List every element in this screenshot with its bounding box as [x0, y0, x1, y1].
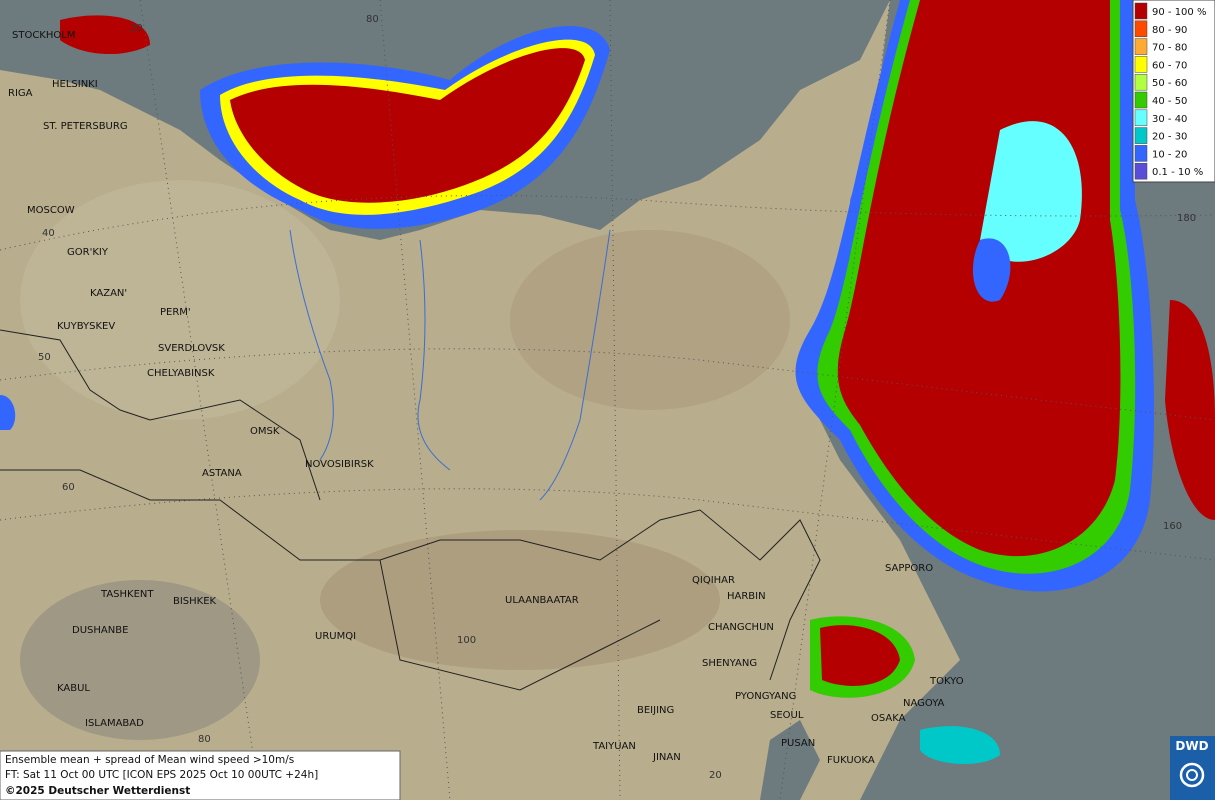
- probability-field: [0, 0, 1215, 765]
- legend-label: 40 - 50: [1152, 96, 1187, 107]
- legend-label: 20 - 30: [1152, 132, 1187, 143]
- legend-swatch: [1134, 20, 1148, 38]
- legend-label: 70 - 80: [1152, 43, 1187, 54]
- city-label: OMSK: [250, 426, 280, 437]
- city-label: DUSHANBE: [72, 625, 128, 636]
- legend-label: 30 - 40: [1152, 114, 1187, 125]
- logo: DWD: [1175, 739, 1208, 753]
- city-label: SHENYANG: [702, 658, 757, 669]
- legend-label: 60 - 70: [1152, 60, 1187, 71]
- city-label: ISLAMABAD: [85, 718, 144, 729]
- city-label: URUMQI: [315, 631, 356, 642]
- city-label: OSAKA: [871, 713, 906, 724]
- legend-swatch: [1134, 73, 1148, 91]
- info-line: FT: Sat 11 Oct 00 UTC [ICON EPS 2025 Oct…: [5, 769, 318, 781]
- terrain: [20, 180, 340, 420]
- graticule-label: 60: [62, 482, 75, 493]
- graticule-label: 40: [42, 228, 55, 239]
- logo-box: [1170, 736, 1215, 800]
- copyright: ©2025 Deutscher Wetterdienst: [5, 785, 190, 797]
- city-label: STOCKHOLM: [12, 30, 75, 41]
- city-label: TOKYO: [929, 676, 964, 687]
- city-label: NAGOYA: [903, 698, 945, 709]
- city-label: HARBIN: [727, 591, 766, 602]
- graticule-label: 160: [1163, 521, 1182, 532]
- terrain: [20, 580, 260, 740]
- legend-swatch: [1134, 127, 1148, 144]
- logo-swirl: [1186, 769, 1198, 781]
- legend-swatch: [1134, 145, 1148, 162]
- city-label: JINAN: [652, 752, 681, 763]
- city-label: TASHKENT: [100, 589, 154, 600]
- city-label: HELSINKI: [52, 79, 98, 90]
- legend-swatch: [1134, 91, 1148, 109]
- city-label: FUKUOKA: [827, 755, 875, 766]
- graticule-label: 50: [38, 352, 51, 363]
- logo-swirl: [1179, 762, 1205, 788]
- city-label: PERM': [160, 307, 191, 318]
- city-label: TAIYUAN: [592, 741, 636, 752]
- city-label: BISHKEK: [173, 596, 217, 607]
- city-label: BEIJING: [637, 705, 674, 716]
- legend-label: 50 - 60: [1152, 78, 1187, 89]
- city-label: KABUL: [57, 683, 90, 694]
- legend-label: 80 - 90: [1152, 25, 1187, 36]
- legend-swatch: [1134, 162, 1148, 180]
- city-label: CHELYABINSK: [147, 368, 215, 379]
- city-label: PUSAN: [781, 738, 815, 749]
- city-label: ULAANBAATAR: [505, 595, 579, 606]
- borders: [0, 329, 821, 691]
- city-label: KUYBYSKEV: [57, 321, 115, 332]
- city-label: KAZAN': [90, 288, 127, 299]
- terrain: [510, 230, 790, 410]
- terrain: [320, 530, 720, 670]
- rivers: [289, 229, 611, 501]
- city-label: ASTANA: [202, 468, 242, 479]
- city-label: CHANGCHUN: [708, 622, 774, 633]
- graticule-label: 20: [130, 23, 143, 34]
- city-label: SEOUL: [770, 710, 804, 721]
- city-label: SAPPORO: [885, 563, 933, 574]
- graticule-label: 100: [457, 635, 476, 646]
- info-line: Ensemble mean + spread of Mean wind spee…: [5, 754, 294, 766]
- city-label: SVERDLOVSK: [158, 343, 225, 354]
- legend-swatch: [1134, 38, 1148, 55]
- city-label: NOVOSIBIRSK: [305, 459, 374, 470]
- legend-label: 10 - 20: [1152, 149, 1187, 160]
- info-box: [0, 750, 401, 800]
- city-label: GOR'KIY: [67, 247, 109, 258]
- graticule-label: 180: [1177, 213, 1196, 224]
- graticule-label: 80: [366, 14, 379, 25]
- legend-label: 0.1 - 10 %: [1152, 167, 1203, 178]
- city-label: RIGA: [8, 88, 33, 99]
- yellow-sea: [760, 720, 820, 800]
- legend-swatch: [1134, 109, 1148, 127]
- city-label: QIQIHAR: [692, 575, 735, 586]
- legend-swatch: [1134, 2, 1148, 20]
- graticule-label: 20: [709, 770, 722, 781]
- graticule-label: 80: [198, 734, 211, 745]
- city-label: PYONGYANG: [735, 691, 796, 702]
- legend-swatch: [1134, 56, 1148, 73]
- legend-label: 90 - 100 %: [1152, 7, 1206, 18]
- city-label: MOSCOW: [27, 205, 75, 216]
- city-label: ST. PETERSBURG: [43, 121, 128, 132]
